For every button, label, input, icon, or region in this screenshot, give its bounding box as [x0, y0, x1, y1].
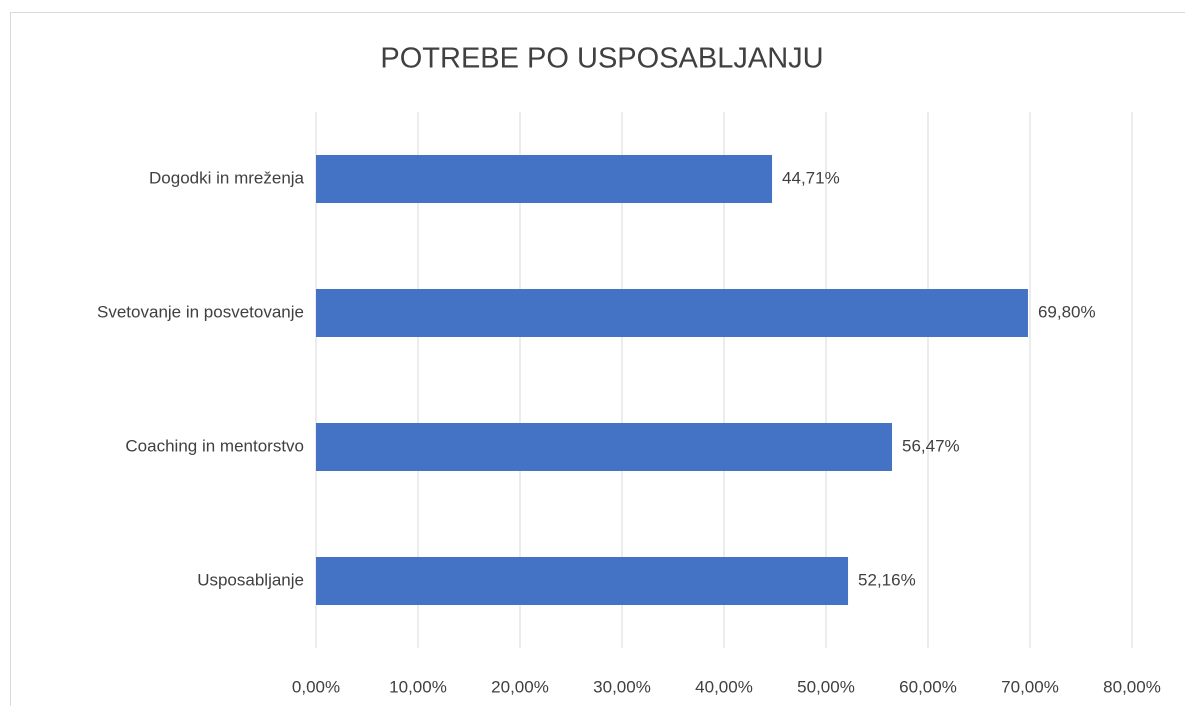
data-label: 44,71% [782, 168, 840, 187]
bar [316, 557, 849, 605]
x-tick-label: 0,00% [292, 677, 340, 696]
y-tick-label: Dogodki in mreženja [149, 168, 305, 187]
x-tick-label: 20,00% [491, 677, 549, 696]
data-label: 69,80% [1038, 302, 1096, 321]
data-label: 56,47% [902, 436, 960, 455]
y-tick-label: Svetovanje in posvetovanje [97, 302, 304, 321]
x-tick-label: 50,00% [797, 677, 855, 696]
bar [316, 289, 1028, 337]
data-label: 52,16% [858, 570, 916, 589]
y-tick-label: Usposabljanje [197, 570, 304, 589]
bar [316, 155, 773, 203]
x-tick-label: 70,00% [1001, 677, 1059, 696]
y-tick-label: Coaching in mentorstvo [125, 436, 304, 455]
x-tick-label: 60,00% [899, 677, 957, 696]
x-tick-label: 30,00% [593, 677, 651, 696]
chart-title: POTREBE PO USPOSABLJANJU [380, 43, 823, 75]
bar [316, 423, 892, 471]
x-tick-label: 40,00% [695, 677, 753, 696]
x-tick-label: 10,00% [389, 677, 447, 696]
x-tick-label: 80,00% [1103, 677, 1161, 696]
chart-border [10, 12, 1185, 706]
